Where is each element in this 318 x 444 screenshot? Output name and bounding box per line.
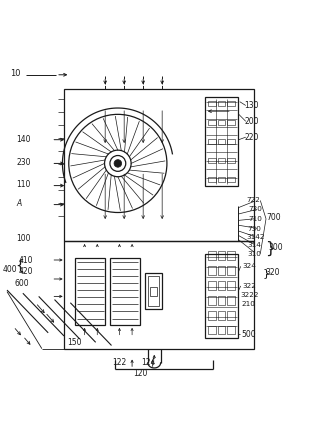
Bar	[148, 276, 159, 306]
Bar	[208, 177, 216, 182]
Text: 310: 310	[247, 251, 261, 257]
Bar	[208, 158, 216, 163]
Bar	[208, 281, 216, 290]
Bar	[218, 281, 225, 290]
Bar	[227, 177, 235, 182]
Text: 410: 410	[19, 256, 34, 265]
Bar	[208, 101, 216, 107]
Text: 500: 500	[241, 330, 256, 339]
Text: 314: 314	[247, 242, 261, 248]
Bar	[208, 296, 216, 305]
Text: 400: 400	[2, 265, 17, 274]
Bar	[64, 241, 254, 349]
Bar	[218, 120, 225, 126]
Bar	[227, 139, 235, 144]
Bar	[145, 273, 162, 309]
Text: 140: 140	[17, 135, 31, 143]
Text: 130: 130	[245, 101, 259, 110]
Bar	[208, 120, 216, 126]
Bar	[218, 177, 225, 182]
Bar	[208, 311, 216, 320]
Bar	[218, 266, 225, 275]
Text: }: }	[263, 268, 270, 278]
Bar	[218, 101, 225, 107]
Text: 730: 730	[248, 226, 261, 232]
Text: 3222: 3222	[241, 292, 259, 298]
Text: A: A	[17, 199, 22, 208]
Text: 324: 324	[242, 263, 256, 270]
Bar	[208, 251, 216, 260]
Text: 700: 700	[267, 213, 281, 222]
Bar	[218, 139, 225, 144]
Text: 322: 322	[242, 283, 256, 289]
Bar	[208, 325, 216, 334]
Text: 320: 320	[266, 268, 280, 277]
Text: 100: 100	[17, 234, 31, 243]
Text: 200: 200	[245, 117, 259, 126]
Bar	[227, 158, 235, 163]
Text: {: {	[15, 258, 24, 272]
Bar	[218, 158, 225, 163]
Text: 210: 210	[242, 301, 256, 307]
Bar	[227, 296, 235, 305]
Bar	[110, 258, 140, 325]
Bar	[227, 266, 235, 275]
Bar	[205, 97, 238, 186]
Text: 3142: 3142	[247, 234, 265, 240]
Bar	[218, 251, 225, 260]
Bar	[227, 251, 235, 260]
Bar	[227, 325, 235, 334]
Bar	[64, 89, 254, 241]
Text: 124: 124	[142, 358, 156, 367]
Text: 420: 420	[19, 266, 34, 276]
Bar	[218, 311, 225, 320]
Bar	[227, 311, 235, 320]
Circle shape	[114, 160, 122, 167]
Text: 300: 300	[268, 243, 283, 253]
Bar	[227, 281, 235, 290]
Bar	[75, 258, 105, 325]
Bar	[218, 296, 225, 305]
Text: 600: 600	[15, 279, 30, 288]
Text: 150: 150	[67, 338, 82, 348]
Bar	[149, 287, 157, 297]
Text: 720: 720	[248, 206, 262, 212]
Bar	[218, 325, 225, 334]
Text: 110: 110	[17, 180, 31, 189]
Bar	[205, 254, 238, 337]
Text: 120: 120	[133, 369, 147, 378]
Bar	[227, 120, 235, 126]
Text: 230: 230	[17, 158, 31, 167]
Circle shape	[105, 150, 131, 177]
Text: 722: 722	[246, 198, 260, 203]
Bar	[208, 139, 216, 144]
Bar	[208, 266, 216, 275]
Text: }: }	[266, 240, 275, 256]
Text: 10: 10	[10, 69, 21, 78]
Text: 122: 122	[112, 358, 127, 367]
Text: 710: 710	[248, 216, 262, 222]
Text: 220: 220	[245, 133, 259, 142]
Bar	[227, 101, 235, 107]
